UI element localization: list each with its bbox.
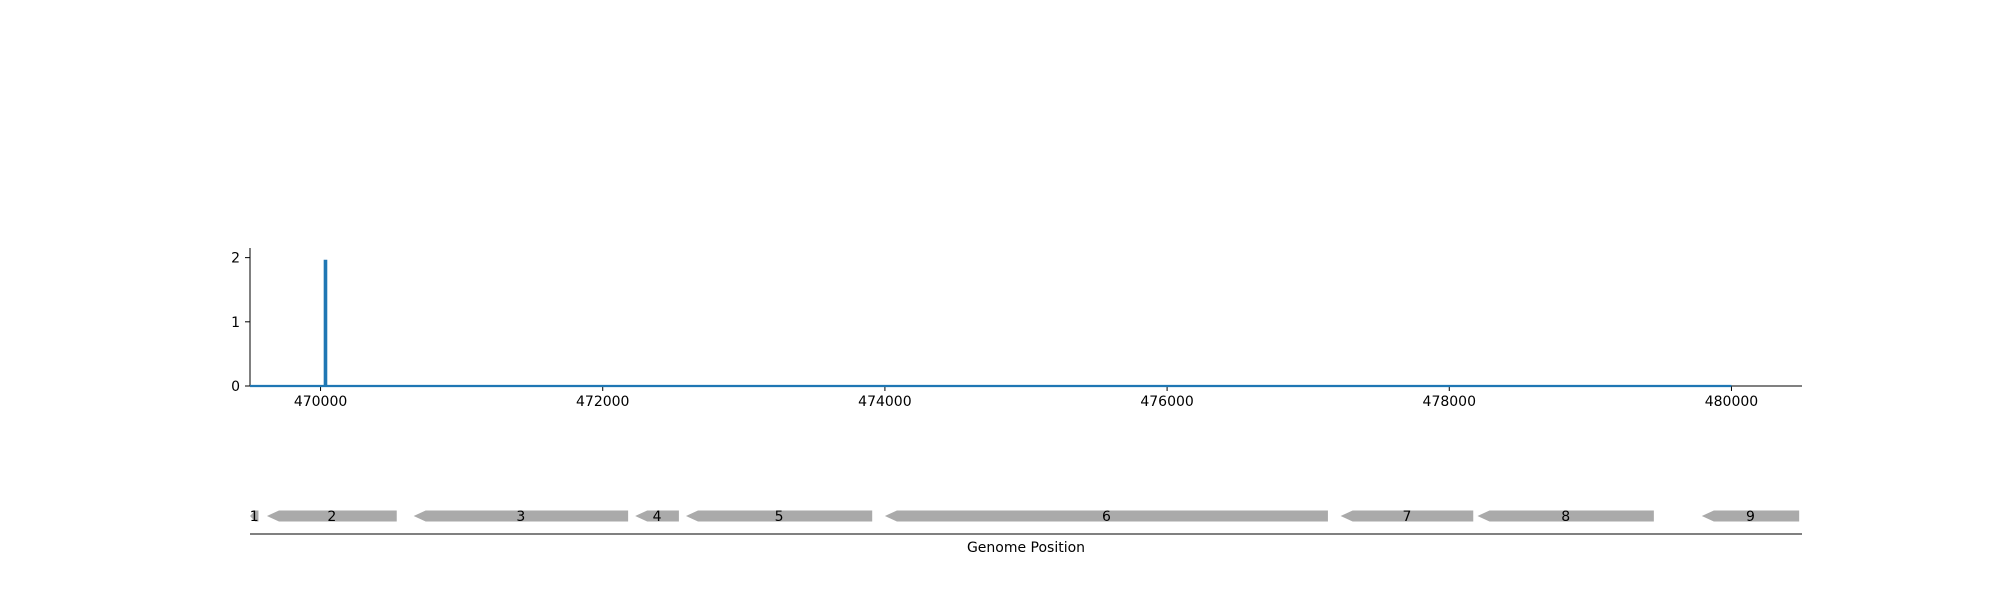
gene-label: 6 xyxy=(1102,509,1111,525)
y-tick-label: 1 xyxy=(231,315,240,331)
x-axis-label: Genome Position xyxy=(967,540,1085,556)
gene-label: 1 xyxy=(250,509,259,525)
x-tick-label: 478000 xyxy=(1423,394,1476,410)
gene-label: 3 xyxy=(516,509,525,525)
x-ticks: 470000 472000 474000 476000 478000 480000 xyxy=(294,386,1758,410)
gene-arrow xyxy=(1340,510,1474,522)
gene-track: 1 2 3 4 5 6 7 8 9 Genome Position xyxy=(250,509,1802,556)
gene-arrow xyxy=(413,510,629,522)
gene-label: 9 xyxy=(1746,509,1755,525)
gene-label: 5 xyxy=(775,509,784,525)
x-tick-label: 476000 xyxy=(1140,394,1193,410)
coverage-series-line xyxy=(250,259,1732,388)
x-tick-label: 474000 xyxy=(858,394,911,410)
gene-label: 8 xyxy=(1561,509,1570,525)
gene-arrow xyxy=(266,510,397,522)
genes-layer: 1 2 3 4 5 6 7 8 9 xyxy=(250,509,1800,525)
series-layer xyxy=(250,259,1732,388)
gene-label: 4 xyxy=(653,509,662,525)
x-tick-label: 480000 xyxy=(1705,394,1758,410)
gene-label: 2 xyxy=(327,509,336,525)
y-tick-label: 2 xyxy=(231,251,240,267)
gene-arrow xyxy=(884,510,1328,522)
x-tick-label: 470000 xyxy=(294,394,347,410)
y-tick-label: 0 xyxy=(231,379,240,395)
gene-arrow xyxy=(250,510,259,522)
x-tick-label: 472000 xyxy=(576,394,629,410)
gene-arrow xyxy=(685,510,873,522)
gene-arrow xyxy=(1477,510,1654,522)
y-ticks: 0 1 2 xyxy=(231,251,250,395)
coverage-plot: 470000 472000 474000 476000 478000 480000 0 1 2 xyxy=(231,248,1802,410)
gene-label: 7 xyxy=(1402,509,1411,525)
gene-arrow xyxy=(1701,510,1800,522)
gene-arrow xyxy=(635,510,679,522)
